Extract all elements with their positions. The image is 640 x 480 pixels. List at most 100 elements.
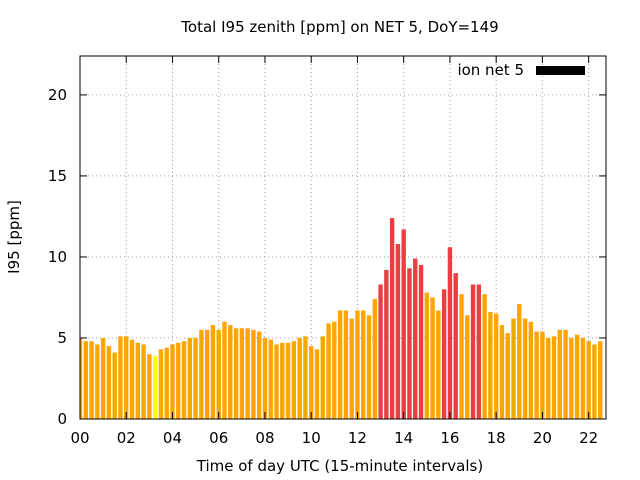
bar — [285, 342, 291, 419]
bar — [407, 268, 412, 419]
bar — [459, 294, 464, 419]
bar — [337, 310, 343, 419]
y-tick-label: 5 — [57, 329, 67, 347]
bar — [280, 342, 285, 419]
plot-frame — [79, 55, 607, 420]
bar — [100, 337, 106, 419]
bar — [413, 258, 418, 419]
bar — [470, 284, 476, 419]
legend: ion net 5 — [457, 61, 585, 79]
bar — [187, 337, 193, 419]
bar — [106, 346, 112, 419]
bar — [314, 349, 320, 419]
bar — [112, 352, 117, 419]
x-tick-label: 06 — [209, 429, 228, 447]
bar — [170, 344, 175, 419]
bar — [465, 315, 470, 419]
x-tick-label: 02 — [117, 429, 136, 447]
x-tick-label: 22 — [579, 429, 598, 447]
bar — [141, 344, 146, 419]
bar — [204, 329, 210, 419]
bar — [563, 329, 568, 419]
bar — [418, 265, 424, 419]
bar — [361, 310, 366, 419]
bar — [89, 341, 94, 419]
bar — [268, 339, 273, 419]
bar — [580, 337, 586, 419]
bar — [210, 325, 216, 419]
bar — [534, 331, 539, 419]
x-tick-label: 16 — [440, 429, 459, 447]
bar — [343, 310, 349, 419]
bar — [274, 344, 279, 419]
bar — [326, 323, 331, 419]
x-axis-label: Time of day UTC (15-minute intervals) — [196, 457, 483, 475]
x-tick-label: 10 — [302, 429, 321, 447]
bar — [586, 341, 591, 419]
bar — [551, 336, 557, 419]
grid-lines — [80, 56, 606, 419]
bar — [228, 325, 233, 419]
bar — [158, 349, 164, 419]
bar — [349, 318, 354, 419]
bar — [366, 315, 372, 419]
bar — [303, 336, 308, 419]
y-tick-label: 0 — [57, 410, 67, 428]
bar — [262, 337, 268, 419]
bar — [332, 321, 337, 419]
axis-ticks: 0 5 10 15 20 00 02 04 06 08 10 12 14 16 18 20 22 — [48, 56, 606, 447]
bar — [216, 329, 221, 419]
bar — [522, 318, 528, 419]
bar — [499, 325, 505, 419]
x-tick-label: 00 — [70, 429, 89, 447]
bar — [320, 336, 325, 419]
bar — [256, 331, 262, 419]
bar — [395, 243, 401, 419]
bar — [251, 329, 256, 419]
bar — [598, 341, 603, 419]
x-tick-label: 08 — [255, 429, 274, 447]
bar — [80, 337, 83, 419]
bar — [511, 318, 516, 419]
bar — [424, 292, 430, 419]
bar — [297, 337, 302, 419]
x-tick-label: 04 — [163, 429, 182, 447]
bar — [355, 310, 360, 419]
bar — [83, 341, 88, 419]
y-tick-label: 15 — [48, 167, 67, 185]
bar — [181, 341, 187, 419]
bar — [384, 269, 389, 419]
bar — [176, 342, 181, 419]
bar — [389, 218, 395, 419]
chart-title: Total I95 zenith [ppm] on NET 5, DoY=149 — [180, 18, 498, 36]
bar — [222, 321, 227, 419]
bar — [378, 284, 383, 419]
bar — [309, 346, 314, 419]
bar — [199, 329, 204, 419]
bar — [95, 344, 100, 419]
bar — [124, 336, 129, 419]
bar — [152, 355, 158, 419]
bar — [441, 289, 447, 419]
bar — [546, 337, 551, 419]
bar — [147, 354, 152, 419]
bar — [592, 344, 597, 419]
legend-label: ion net 5 — [457, 61, 524, 79]
bar — [291, 341, 297, 419]
bar — [245, 328, 250, 419]
legend-swatch — [536, 66, 585, 75]
bar — [569, 337, 574, 419]
bar — [239, 328, 245, 419]
bar — [193, 337, 198, 419]
x-tick-label: 12 — [348, 429, 367, 447]
bar — [401, 229, 406, 419]
bar — [493, 313, 499, 419]
bar — [488, 312, 493, 419]
bar — [436, 310, 441, 419]
bar — [482, 294, 487, 419]
bar — [135, 342, 140, 419]
x-tick-label: 14 — [394, 429, 413, 447]
x-tick-label: 20 — [533, 429, 552, 447]
bar — [476, 284, 482, 419]
